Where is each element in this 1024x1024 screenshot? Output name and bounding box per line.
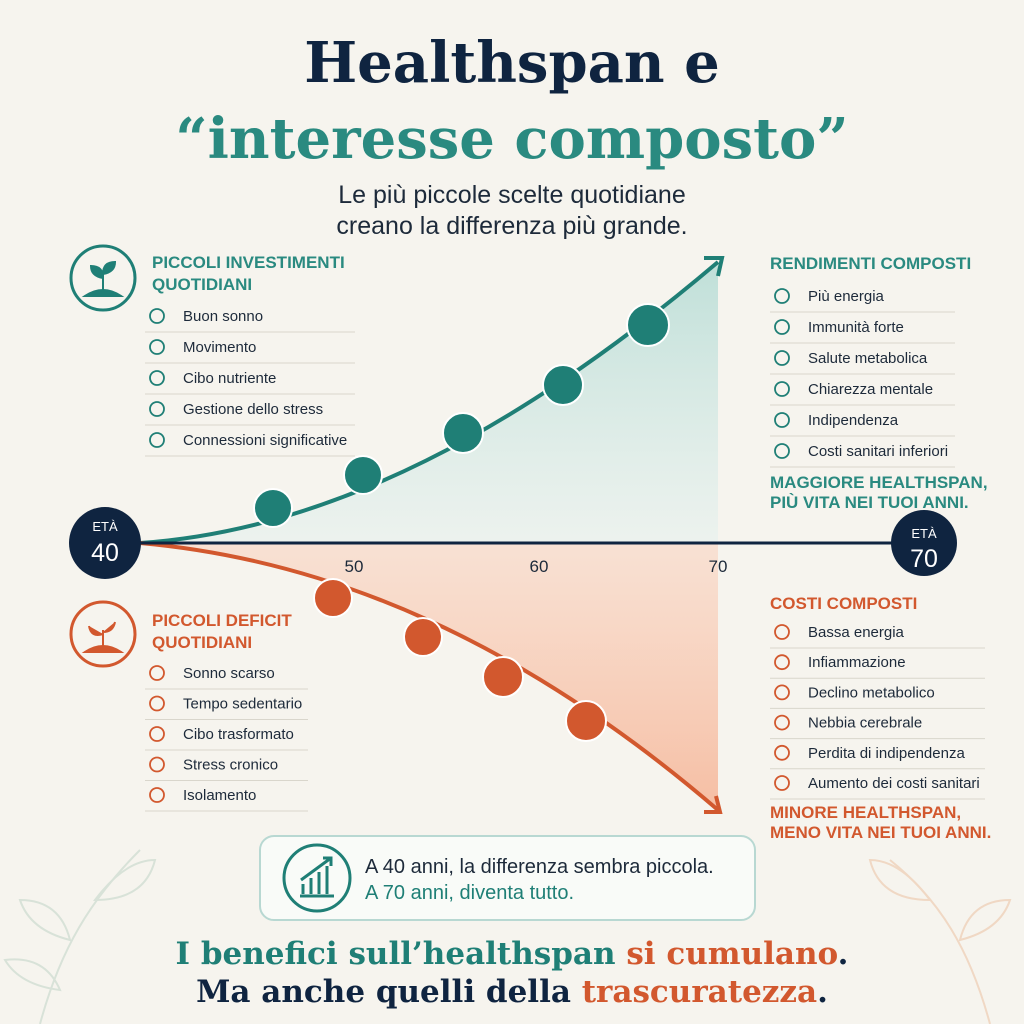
list-item: Più energia <box>808 288 885 305</box>
list-icon <box>774 319 790 335</box>
list-item: Gestione dello stress <box>183 401 323 418</box>
callout-icon <box>282 843 352 913</box>
leaf-decoration <box>868 858 1012 1024</box>
list-item: Infiammazione <box>808 654 906 671</box>
section-title: QUOTIDIANI <box>152 633 252 652</box>
list-icon <box>149 787 165 803</box>
list-icon <box>774 654 790 671</box>
list-item: Tempo sedentario <box>183 696 302 713</box>
conclusion: MAGGIORE HEALTHSPAN, <box>770 473 988 492</box>
footer-part: . <box>838 936 849 972</box>
decline-area <box>140 543 718 810</box>
list-icon <box>774 744 790 761</box>
list-item: Aumento dei costi sanitari <box>808 775 980 792</box>
list-item: Bassa energia <box>808 624 905 641</box>
list-icon <box>774 775 790 791</box>
list-icon <box>774 288 790 304</box>
list-icon <box>774 381 790 397</box>
age-value: 70 <box>910 545 938 573</box>
footer-part: Ma anche quelli della <box>196 974 582 1010</box>
callout-box <box>259 835 756 921</box>
footer-part: I benefici sull’healthspan <box>176 936 627 972</box>
age-badge <box>891 510 957 576</box>
list-item: Nebbia cerebrale <box>808 715 922 732</box>
list-icon <box>149 695 165 712</box>
callout-icon <box>300 856 334 898</box>
growth-area <box>140 262 718 543</box>
list-item: Chiarezza mentale <box>808 381 933 398</box>
list-icon <box>149 370 165 386</box>
list-item: Costi sanitari inferiori <box>808 443 948 460</box>
section-title: COSTI COMPOSTI <box>770 594 917 613</box>
footer-line: I benefici sull’healthspan si cumulano. <box>176 936 849 972</box>
age-value: 40 <box>91 539 119 567</box>
footer-part: si cumulano <box>626 936 837 972</box>
list-icon <box>774 412 790 428</box>
arrow-head <box>704 795 723 814</box>
section-title: QUOTIDIANI <box>152 275 252 294</box>
lists: Buon sonno Movimento Cibo nutriente Gestion… <box>145 288 985 812</box>
list-icon <box>774 443 790 459</box>
title: Healthspan e <box>304 30 720 96</box>
list-item: Connessioni significative <box>183 432 347 449</box>
list-item: Buon sonno <box>183 308 263 325</box>
section-icon <box>69 600 137 668</box>
title: “interesse composto” <box>175 106 848 172</box>
section-icon <box>81 621 125 653</box>
curve-icons <box>313 578 607 742</box>
section-title: PICCOLI DEFICIT <box>152 611 292 630</box>
age-label: ETÀ <box>911 526 937 541</box>
conclusion: MENO VITA NEI TUOI ANNI. <box>770 823 991 842</box>
list-item: Isolamento <box>183 787 256 804</box>
list-item: Cibo trasformato <box>183 726 294 743</box>
list-icon <box>774 714 790 731</box>
age-tick: 70 <box>709 557 728 576</box>
curve-icons <box>253 303 670 528</box>
section-icon <box>81 260 125 297</box>
list-icon <box>774 684 790 701</box>
list-icon <box>774 350 790 366</box>
callout-text: A 70 anni, diventa tutto. <box>365 882 574 904</box>
list-icon <box>149 756 165 773</box>
list-item: Sonno scarso <box>183 665 275 682</box>
age-label: ETÀ <box>92 519 118 534</box>
leaf-decoration <box>3 849 157 1024</box>
list-item: Indipendenza <box>808 412 899 429</box>
list-item: Stress cronico <box>183 757 278 774</box>
list-icon <box>149 726 165 742</box>
conclusion: MINORE HEALTHSPAN, <box>770 803 961 822</box>
list-item: Declino metabolico <box>808 684 935 701</box>
age-tick: 60 <box>530 557 549 576</box>
list-item: Perdita di indipendenza <box>808 745 965 762</box>
list-item: Salute metabolica <box>808 350 928 367</box>
footer-part: trascuratezza <box>582 974 817 1010</box>
list-item: Cibo nutriente <box>183 370 276 387</box>
arrow-head <box>704 256 725 277</box>
list-icon <box>149 308 165 324</box>
age-badge <box>69 507 141 579</box>
callout-text: A 40 anni, la differenza sembra piccola. <box>365 856 714 878</box>
conclusion: PIÙ VITA NEI TUOI ANNI. <box>770 493 969 512</box>
list-item: Immunità forte <box>808 319 904 336</box>
list-item: Movimento <box>183 339 256 356</box>
footer-part: . <box>817 974 828 1010</box>
section-title: PICCOLI INVESTIMENTI <box>152 253 345 272</box>
list-icon <box>774 624 790 640</box>
list-icon <box>149 432 165 448</box>
subtitle: creano la differenza più grande. <box>336 212 687 240</box>
section-icon <box>69 244 137 312</box>
list-icon <box>149 665 165 681</box>
footer-line: Ma anche quelli della trascuratezza. <box>196 974 828 1010</box>
subtitle: Le più piccole scelte quotidiane <box>338 181 685 209</box>
list-icon <box>149 339 165 355</box>
age-tick: 50 <box>345 557 364 576</box>
section-title: RENDIMENTI COMPOSTI <box>770 254 971 273</box>
list-icon <box>149 401 165 417</box>
